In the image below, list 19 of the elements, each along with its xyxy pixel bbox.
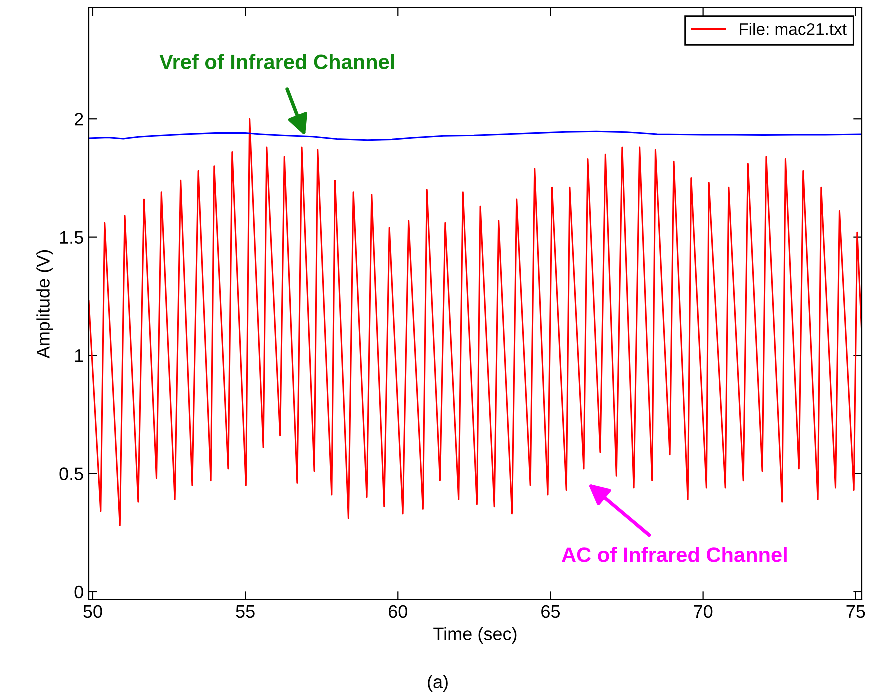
annotation: AC of Infrared Channel [562,547,787,562]
x-tick-label: 50 [84,605,102,618]
x-tick-label: 70 [694,605,713,618]
y-tick-label: 1 [75,350,84,362]
text: (a) [428,675,448,692]
x-tick-label: 75 [846,606,866,618]
y-tick-label: 0 [74,586,84,599]
x-tick-label: 65 [542,605,560,618]
legend-label: File: mac21.txt [740,23,847,36]
y-tick-label: 0.5 [60,468,84,480]
annotation: Vref of Infrared Channel [160,54,394,70]
x-tick-label: 60 [389,605,408,618]
line-series [89,118,862,527]
y-axis-title: Amplitude (V) [36,250,54,359]
line-series [89,130,862,142]
x-tick-label: 55 [236,606,255,618]
y-tick-label: 1.5 [60,231,84,244]
y-tick-label: 2 [75,113,84,126]
x-axis-title: Time (sec) [434,627,517,644]
